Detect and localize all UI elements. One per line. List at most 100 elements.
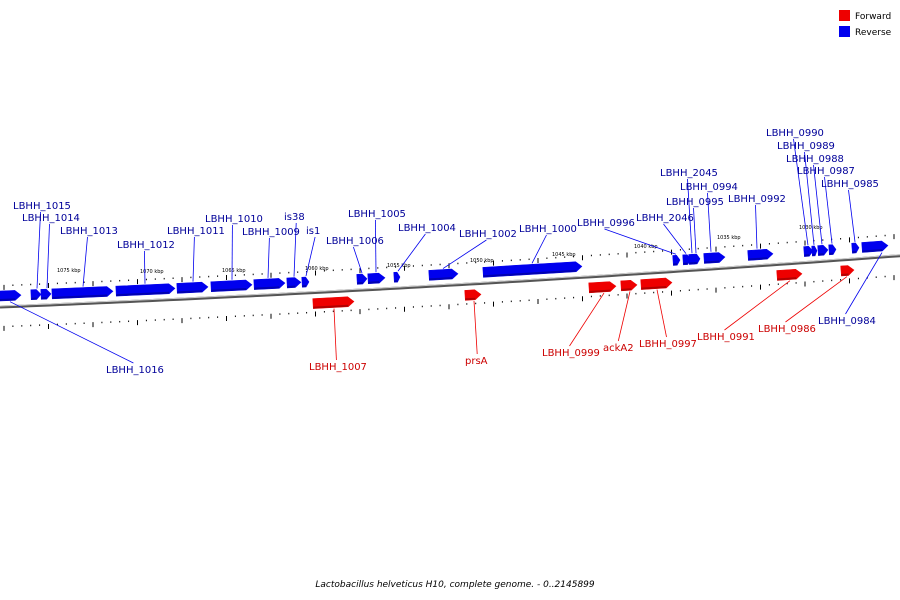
gene-shade (862, 249, 883, 253)
gene-label-lbhh_0987[interactable]: LBHH_0987 (797, 166, 855, 177)
gene-label-lbhh_1016[interactable]: LBHH_1016 (106, 365, 164, 376)
gene-arrow-lbhh_0994[interactable] (703, 252, 726, 264)
gene-body (692, 253, 701, 265)
gene-arrow-lbhh_0991[interactable] (776, 268, 803, 281)
leader-lbhh_1005 (375, 219, 377, 273)
gene-label-lbhh_2045[interactable]: LBHH_2045 (660, 168, 718, 179)
gene-shade (254, 286, 280, 290)
gene-body (210, 279, 253, 292)
gene-label-lbhh_0996[interactable]: LBHH_0996 (577, 218, 635, 229)
gene-label-lbhh_0988[interactable]: LBHH_0988 (786, 154, 844, 165)
gene-arrow-lbhh_0996[interactable] (672, 255, 681, 266)
gene-arrow-lbhh_1007[interactable] (312, 296, 355, 309)
gene-label-lbhh_1006[interactable]: LBHH_1006 (326, 236, 384, 247)
kbp-label: 1045 kbp (552, 252, 576, 258)
gene-label-lbhh_1002[interactable]: LBHH_1002 (459, 229, 517, 240)
legend-swatch-reverse (839, 26, 850, 37)
gene-label-lbhh_0986[interactable]: LBHH_0986 (758, 324, 816, 335)
gene-arrow-lbhh_0985[interactable] (851, 242, 860, 254)
gene-arrow-is38[interactable] (286, 277, 302, 289)
gene-label-lbhh_0984[interactable]: LBHH_0984 (818, 316, 876, 327)
gene-body (356, 273, 368, 285)
gene-label-lbhh_2046[interactable]: LBHH_2046 (636, 213, 694, 224)
leader-lbhh_1011 (192, 236, 195, 282)
gene-arrows (0, 240, 889, 309)
gene-label-is1[interactable]: is1 (306, 226, 320, 237)
gene-arrow-lbhh_1011[interactable] (176, 281, 209, 294)
gene-arrow-lbhh_0989[interactable] (811, 245, 818, 257)
backbone-highlight (0, 254, 900, 307)
gene-body (312, 296, 355, 309)
gene-arrow-lbhh_0988[interactable] (817, 244, 829, 256)
gene-label-lbhh_0991[interactable]: LBHH_0991 (697, 332, 755, 343)
gene-arrow-lbhh_1005[interactable] (367, 272, 386, 284)
gene-shade (812, 253, 816, 257)
gene-arrow-lbhh_1006[interactable] (356, 273, 368, 285)
gene-label-lbhh_1015[interactable]: LBHH_1015 (13, 201, 71, 212)
kbp-label: 1070 kbp (140, 269, 164, 275)
gene-arrow-lbhh_0992[interactable] (747, 248, 774, 261)
gene-label-prsa[interactable]: prsA (465, 356, 488, 367)
leader-is38 (293, 222, 297, 277)
gene-body (747, 248, 774, 261)
gene-label-lbhh_1011[interactable]: LBHH_1011 (167, 226, 225, 237)
gene-label-lbhh_1004[interactable]: LBHH_1004 (398, 223, 456, 234)
gene-label-lbhh_1013[interactable]: LBHH_1013 (60, 226, 118, 237)
gene-arrow-prsa[interactable] (464, 289, 482, 301)
gene-arrow-lbhh_0999[interactable] (588, 281, 617, 294)
gene-arrow-lbhh_1012[interactable] (115, 283, 176, 297)
gene-arrow-lbhh_1004[interactable] (393, 271, 401, 283)
gene-label-lbhh_1012[interactable]: LBHH_1012 (117, 240, 175, 251)
gene-label-lbhh_0997[interactable]: LBHH_0997 (639, 339, 697, 350)
leader-lbhh_0986 (785, 276, 848, 323)
gene-shade (41, 297, 47, 300)
gene-arrow-lbhh_0986[interactable] (840, 265, 855, 277)
gene-label-acka2[interactable]: ackA2 (603, 343, 634, 354)
gene-label-lbhh_0992[interactable]: LBHH_0992 (728, 194, 786, 205)
gene-arrow-lbhh_1009[interactable] (253, 278, 286, 290)
gene-label-lbhh_1010[interactable]: LBHH_1010 (205, 214, 263, 225)
gene-arrow-lbhh_1000[interactable] (482, 261, 583, 278)
gene-shade (689, 262, 694, 265)
gene-shade (31, 297, 37, 300)
gene-arrow-lbhh_1002[interactable] (428, 268, 459, 281)
gene-label-lbhh_1007[interactable]: LBHH_1007 (309, 362, 367, 373)
gene-body (861, 240, 889, 253)
leader-lbhh_0987 (824, 176, 833, 244)
gene-arrow-lbhh_0987[interactable] (828, 244, 837, 256)
gene-label-lbhh_0989[interactable]: LBHH_0989 (777, 141, 835, 152)
gene-leaders (9, 138, 883, 364)
gene-label-lbhh_1000[interactable]: LBHH_1000 (519, 224, 577, 235)
gene-arrow-lbhh_1010[interactable] (210, 279, 253, 292)
gene-label-lbhh_1005[interactable]: LBHH_1005 (348, 209, 406, 220)
gene-arrow-lbhh_0990[interactable] (803, 246, 814, 257)
gene-arrow-is1[interactable] (301, 276, 310, 288)
gene-arrow-lbhh_0995[interactable] (692, 253, 701, 265)
gene-arrow-lbhh_1015[interactable] (30, 289, 42, 301)
leader-lbhh_1016 (9, 301, 134, 364)
gene-label-is38[interactable]: is38 (284, 212, 305, 223)
gene-shade (673, 263, 678, 266)
gene-shade (0, 298, 16, 302)
gene-body (817, 244, 829, 256)
leader-lbhh_0985 (848, 189, 856, 242)
gene-arrow-lbhh_1016[interactable] (0, 290, 22, 302)
gene-label-lbhh_1009[interactable]: LBHH_1009 (242, 227, 300, 238)
gene-label-lbhh_1014[interactable]: LBHH_1014 (22, 213, 80, 224)
leader-lbhh_0991 (724, 280, 791, 331)
gene-label-lbhh_0999[interactable]: LBHH_0999 (542, 348, 600, 359)
gene-shade (804, 254, 810, 257)
gene-label-lbhh_0985[interactable]: LBHH_0985 (821, 179, 879, 190)
legend-label-reverse: Reverse (855, 28, 892, 38)
legend-swatch-forward (839, 10, 850, 21)
gene-label-lbhh_0994[interactable]: LBHH_0994 (680, 182, 738, 193)
gene-label-lbhh_0995[interactable]: LBHH_0995 (666, 197, 724, 208)
gene-arrow-acka2[interactable] (620, 279, 638, 292)
gene-label-lbhh_0990[interactable]: LBHH_0990 (766, 128, 824, 139)
gene-arrow-lbhh_0997[interactable] (640, 277, 673, 290)
gene-arrow-lbhh_0984[interactable] (861, 240, 889, 253)
gene-arrow-lbhh_1013[interactable] (51, 286, 114, 300)
gene-arrow-lbhh_1014[interactable] (40, 288, 52, 300)
